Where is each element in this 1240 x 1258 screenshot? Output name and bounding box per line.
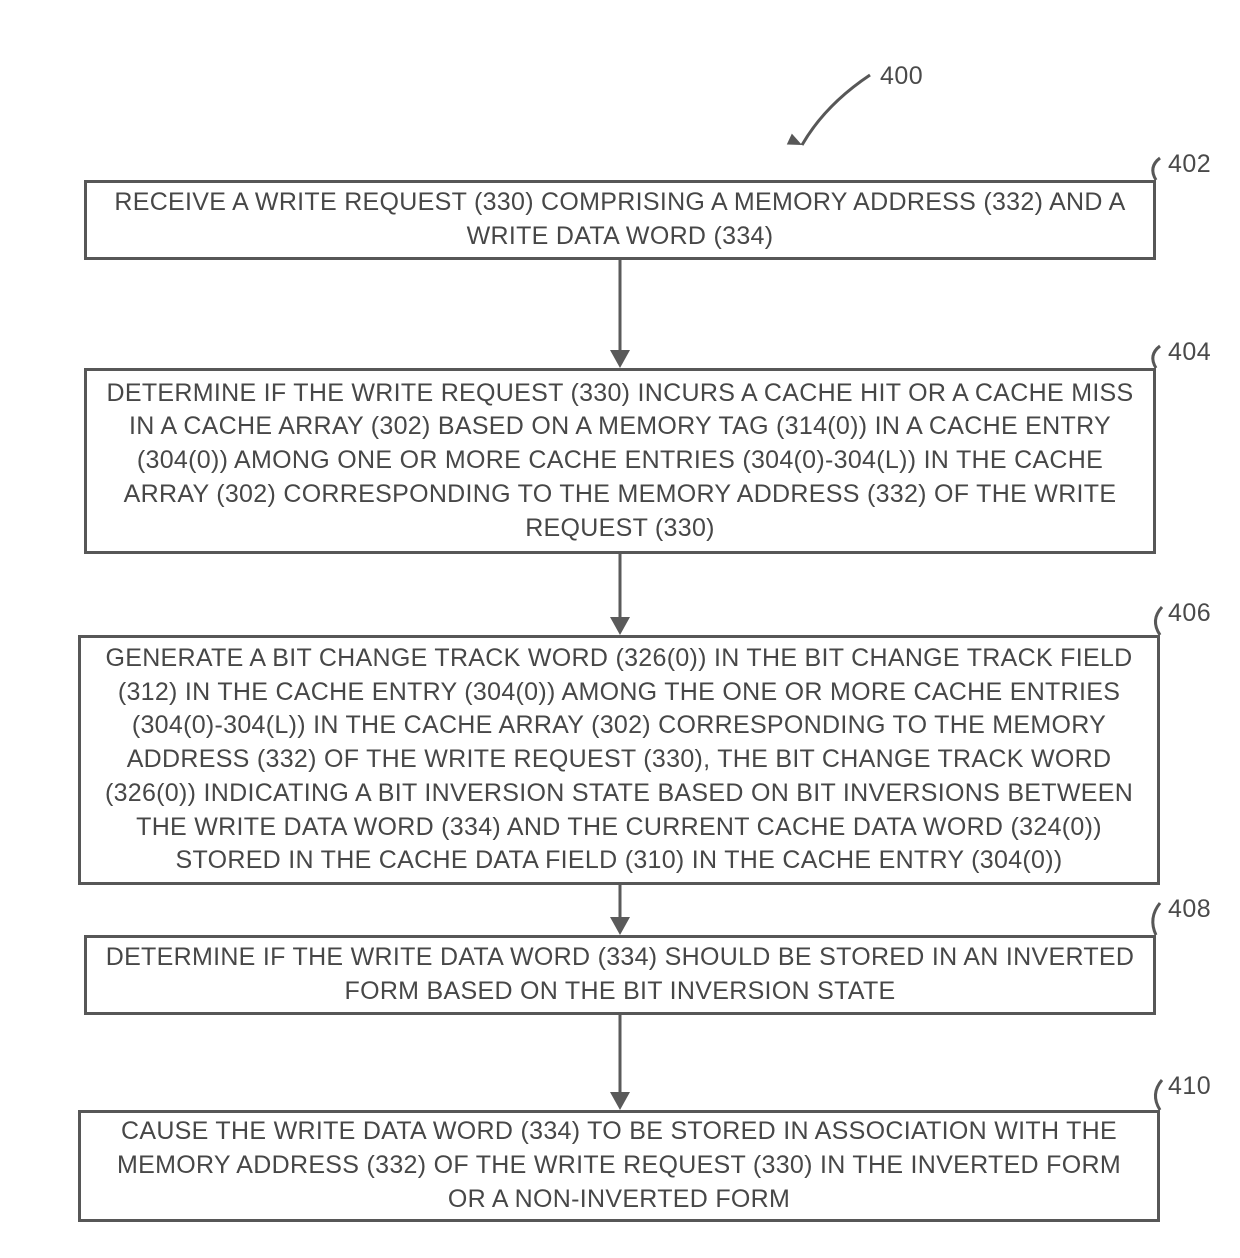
flow-step-404: DETERMINE IF THE WRITE REQUEST (330) INC… xyxy=(84,368,1156,554)
flow-step-408: DETERMINE IF THE WRITE DATA WORD (334) S… xyxy=(84,935,1156,1015)
connector-arrowhead xyxy=(610,917,630,935)
ref-label-402: 402 xyxy=(1168,150,1211,179)
ref-label-408: 408 xyxy=(1168,895,1211,924)
figure-label: 400 xyxy=(880,62,923,91)
flow-step-402: RECEIVE A WRITE REQUEST (330) COMPRISING… xyxy=(84,180,1156,260)
ref-label-404: 404 xyxy=(1168,338,1211,367)
flow-step-text: RECEIVE A WRITE REQUEST (330) COMPRISING… xyxy=(105,186,1135,254)
flow-step-text: DETERMINE IF THE WRITE DATA WORD (334) S… xyxy=(105,941,1135,1009)
flow-step-406: GENERATE A BIT CHANGE TRACK WORD (326(0)… xyxy=(78,635,1160,885)
flow-step-text: GENERATE A BIT CHANGE TRACK WORD (326(0)… xyxy=(99,642,1139,878)
connector-arrowhead xyxy=(610,1092,630,1110)
flow-step-text: CAUSE THE WRITE DATA WORD (334) TO BE ST… xyxy=(99,1115,1139,1216)
connector-line xyxy=(619,260,622,350)
flow-step-text: DETERMINE IF THE WRITE REQUEST (330) INC… xyxy=(105,377,1135,546)
connector-line xyxy=(619,554,622,617)
connector-arrowhead xyxy=(610,617,630,635)
connector-arrowhead xyxy=(610,350,630,368)
ref-label-410: 410 xyxy=(1168,1072,1211,1101)
flowchart-canvas: { "figure_label": "400", "figure_label_p… xyxy=(0,0,1240,1258)
ref-label-406: 406 xyxy=(1168,599,1211,628)
flow-step-410: CAUSE THE WRITE DATA WORD (334) TO BE ST… xyxy=(78,1110,1160,1222)
connector-line xyxy=(619,1015,622,1092)
connector-line xyxy=(619,885,622,917)
